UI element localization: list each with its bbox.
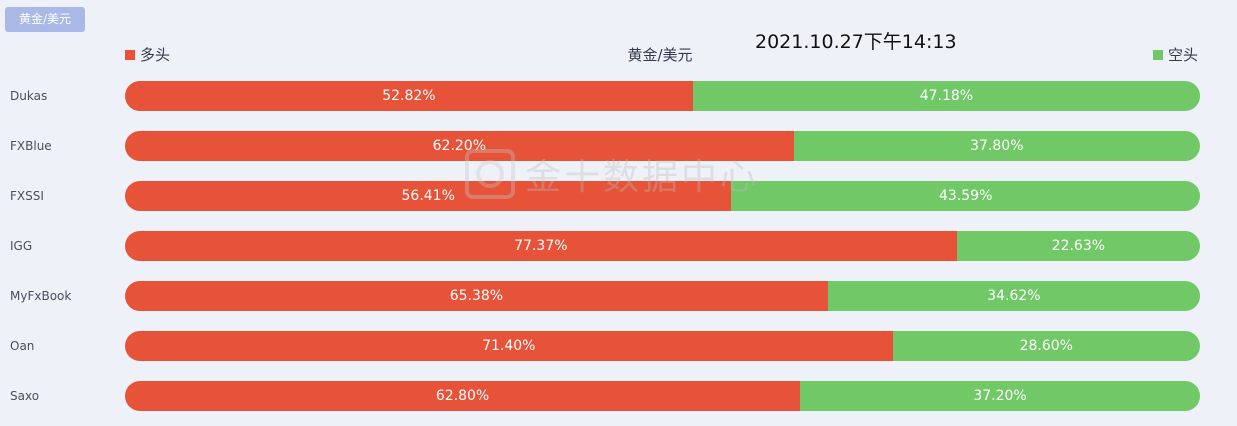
data-label: 43.59% (939, 188, 993, 204)
stacked-bar[interactable]: 62.20% 37.80% (125, 131, 1200, 161)
data-label: 71.40% (482, 338, 536, 354)
bar-segment-long[interactable]: 62.80% (125, 381, 801, 411)
data-label: 34.62% (987, 288, 1041, 304)
bar-segment-long[interactable]: 56.41% (125, 181, 732, 211)
bar-segment-short[interactable]: 28.60% (892, 331, 1200, 361)
legend-long-swatch (125, 49, 135, 60)
stacked-bar[interactable]: 62.80% 37.20% (125, 381, 1200, 411)
legend-short: 空头 (1153, 44, 1198, 65)
category-label: MyFxBook (10, 289, 72, 303)
category-label: FXBlue (10, 139, 52, 153)
stacked-bar[interactable]: 56.41% 43.59% (125, 181, 1200, 211)
data-label: 62.80% (435, 388, 490, 404)
data-label: 37.80% (970, 138, 1024, 154)
data-label: 28.60% (1019, 338, 1073, 354)
bar-segment-long[interactable]: 52.82% (125, 81, 693, 111)
timestamp: 2021.10.27下午14:13 (755, 31, 957, 53)
category-label: Saxo (10, 389, 40, 403)
legend-long: 多头 (125, 44, 170, 65)
stacked-bar[interactable]: 77.37% 22.63% (125, 231, 1200, 261)
bar-segment-long[interactable]: 71.40% (125, 331, 893, 361)
data-label: 65.38% (449, 288, 504, 304)
data-label: 47.18% (919, 88, 974, 104)
category-label: IGG (10, 239, 33, 253)
legend-short-swatch (1153, 49, 1163, 60)
legend-long-label: 多头 (140, 46, 171, 64)
data-label: 62.20% (432, 138, 487, 154)
bar-segment-short[interactable]: 47.18% (692, 81, 1200, 111)
bar-segment-short[interactable]: 43.59% (731, 181, 1200, 211)
bar-segment-long[interactable]: 77.37% (125, 231, 957, 261)
data-label: 52.82% (382, 88, 436, 104)
bar-segment-long[interactable]: 62.20% (125, 131, 794, 161)
data-label: 22.63% (1051, 238, 1106, 254)
category-label: Oan (10, 339, 35, 353)
chart-title: 黄金/美元 (627, 46, 693, 64)
data-label: 37.20% (973, 388, 1027, 404)
bar-segment-short[interactable]: 37.20% (800, 381, 1200, 411)
data-label: 56.41% (401, 188, 455, 204)
stacked-bar[interactable]: 65.38% 34.62% (125, 281, 1200, 311)
legend-short-label: 空头 (1168, 46, 1199, 64)
stacked-bar[interactable]: 71.40% 28.60% (125, 331, 1200, 361)
bar-segment-short[interactable]: 34.62% (827, 281, 1200, 311)
bar-segment-short[interactable]: 37.80% (793, 131, 1200, 161)
bar-segment-long[interactable]: 65.38% (125, 281, 828, 311)
bar-segment-short[interactable]: 22.63% (956, 231, 1200, 261)
pair-tag[interactable]: 黄金/美元 (5, 7, 85, 32)
category-label: FXSSI (10, 189, 44, 203)
data-label: 77.37% (514, 238, 568, 254)
category-label: Dukas (10, 89, 48, 103)
stacked-bar[interactable]: 52.82% 47.18% (125, 81, 1200, 111)
